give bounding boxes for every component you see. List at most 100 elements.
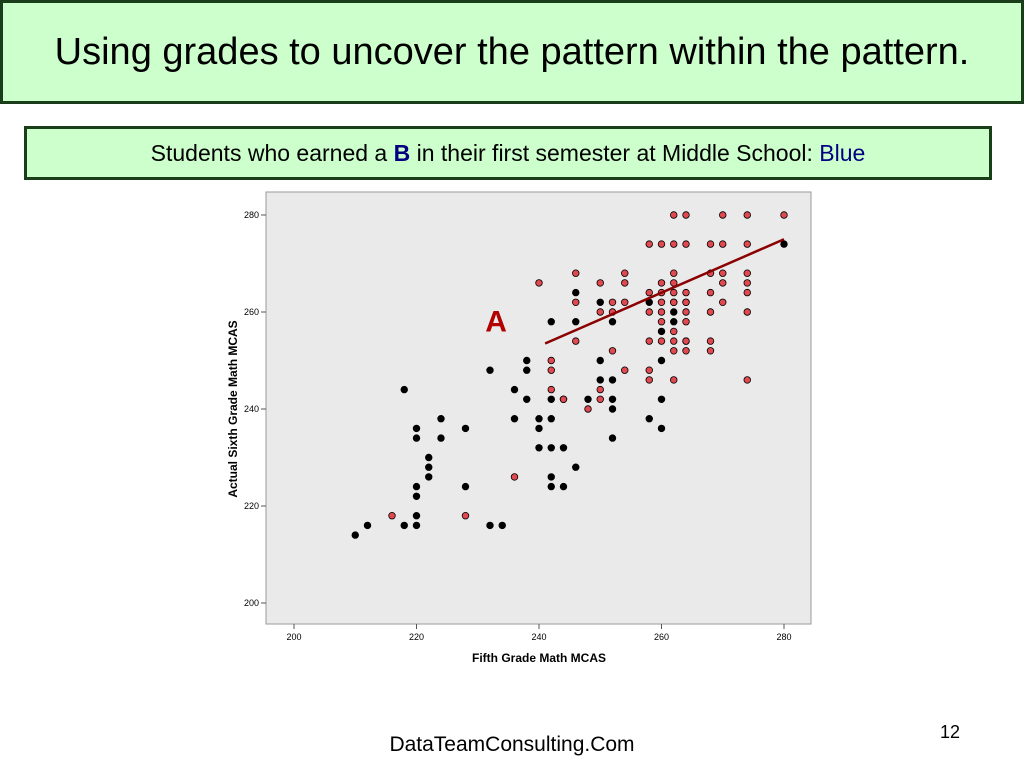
red-data-point — [596, 385, 604, 394]
red-data-point — [596, 395, 604, 403]
black-data-point — [437, 434, 445, 442]
title-banner: Using grades to uncover the pattern with… — [0, 0, 1024, 104]
black-data-point — [486, 521, 494, 530]
x-tick-label: 280 — [776, 632, 791, 642]
red-data-point — [743, 240, 751, 248]
y-tick-label: 280 — [244, 210, 259, 220]
red-data-point — [719, 298, 727, 306]
black-data-point — [572, 288, 580, 297]
red-data-point — [608, 298, 617, 306]
red-data-point — [682, 240, 690, 248]
black-data-point — [547, 482, 555, 491]
subtitle-middle: in their first semester at Middle School… — [410, 139, 820, 166]
black-data-point — [425, 463, 433, 471]
black-data-point — [523, 356, 531, 365]
fit-line — [544, 238, 785, 345]
red-data-point — [645, 240, 653, 248]
red-data-point — [621, 366, 629, 374]
x-tick-label: 260 — [654, 632, 669, 642]
black-data-point — [535, 424, 543, 433]
black-data-point — [400, 521, 408, 530]
black-data-point — [412, 434, 421, 442]
black-data-point — [363, 521, 372, 530]
red-data-point — [388, 512, 396, 520]
red-data-point — [682, 288, 690, 297]
page-number: 12 — [940, 722, 961, 742]
black-data-point — [412, 424, 421, 433]
red-data-point — [682, 317, 690, 326]
red-data-point — [657, 308, 666, 316]
x-axis-label: Fifth Grade Math MCAS — [472, 651, 606, 665]
black-data-point — [657, 356, 666, 365]
red-data-point — [670, 337, 678, 345]
red-data-point — [621, 279, 629, 287]
x-tick-label: 240 — [531, 632, 546, 642]
annotation-label: A — [485, 305, 507, 338]
red-data-point — [682, 347, 690, 355]
subtitle-grade: B — [393, 139, 411, 166]
red-data-point — [706, 337, 715, 345]
red-data-point — [510, 473, 519, 481]
red-data-point — [645, 288, 653, 297]
black-data-point — [584, 395, 592, 403]
red-data-point — [584, 405, 592, 413]
black-data-point — [657, 395, 666, 403]
red-data-point — [670, 269, 678, 277]
black-data-point — [608, 395, 617, 403]
red-data-point — [608, 347, 617, 355]
red-data-point — [706, 347, 715, 355]
scatter-chart: 200 220 240 260 280 200 220 240 260 280 Fifth Grad… — [226, 191, 812, 665]
red-data-point — [535, 279, 543, 287]
red-data-point — [706, 240, 715, 248]
red-data-point — [743, 308, 751, 316]
red-data-point — [657, 279, 666, 287]
red-data-point — [547, 356, 555, 365]
x-tick-label: 200 — [286, 632, 301, 642]
y-tick-label: 240 — [244, 404, 259, 414]
red-data-point — [657, 298, 666, 306]
red-data-point — [645, 308, 653, 316]
subtitle-color-word: Blue — [819, 139, 866, 166]
black-data-point — [400, 385, 408, 394]
black-data-point — [559, 482, 568, 491]
black-data-point — [412, 482, 421, 491]
red-data-point — [719, 269, 727, 277]
red-data-point — [621, 269, 629, 277]
black-data-point — [547, 414, 555, 423]
black-data-point — [608, 434, 617, 442]
black-data-point — [486, 366, 494, 374]
black-data-point — [547, 444, 555, 452]
subtitle-banner: Students who earned a B in their first s… — [24, 126, 992, 180]
red-data-point — [645, 366, 653, 374]
red-data-point — [572, 337, 580, 345]
black-data-point — [657, 424, 666, 433]
red-data-point — [719, 279, 727, 287]
red-data-point — [682, 308, 690, 316]
black-data-point — [670, 308, 678, 316]
y-axis-label: Actual Sixth Grade Math MCAS — [226, 320, 240, 497]
black-data-point — [412, 512, 421, 520]
red-data-point — [559, 395, 568, 403]
red-data-point — [743, 376, 751, 384]
y-tick-label: 200 — [244, 598, 259, 608]
black-data-point — [437, 414, 445, 423]
plot-area — [265, 191, 812, 625]
black-data-point — [412, 492, 421, 500]
red-data-point — [547, 385, 555, 394]
black-data-point — [412, 521, 421, 530]
red-data-point — [670, 376, 678, 384]
red-data-point — [706, 308, 715, 316]
red-data-point — [682, 298, 690, 306]
black-data-point — [547, 395, 555, 403]
black-data-point — [535, 414, 543, 423]
x-tick-label: 220 — [409, 632, 424, 642]
red-data-point — [596, 308, 604, 316]
black-data-point — [510, 414, 519, 423]
red-data-point — [645, 337, 653, 345]
black-data-point — [670, 317, 678, 326]
black-data-point — [547, 473, 555, 481]
red-data-point — [645, 376, 653, 384]
black-data-point — [510, 385, 519, 394]
red-data-point — [461, 512, 470, 520]
black-data-point — [461, 424, 470, 433]
